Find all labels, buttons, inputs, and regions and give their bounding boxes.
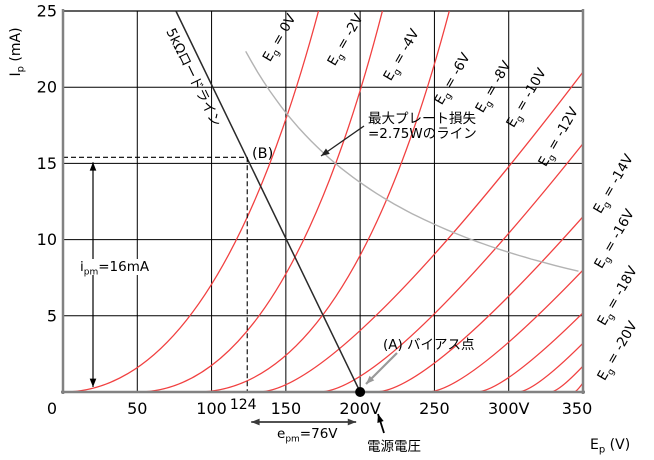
grid-curve-eg--10V	[374, 216, 584, 393]
ipm-arrow-head	[89, 162, 97, 171]
grid-curve-eg--4V	[196, 10, 450, 393]
ipm-arrow-head-start	[89, 378, 97, 387]
x-tick-label-250: 250	[419, 399, 450, 418]
bias-point-arrow-head	[366, 375, 375, 384]
load-line	[175, 10, 361, 393]
x-tick-label-200V: 200V	[339, 399, 381, 418]
grid-curve-eg--2V	[137, 10, 384, 393]
y-axis-title: Ip (mA)	[8, 27, 27, 76]
y-tick-label-25: 25	[37, 2, 57, 21]
x-tick-label-50: 50	[127, 399, 147, 418]
epm-label: epm=76V	[277, 426, 338, 445]
grid-curve-eg--12V	[426, 269, 584, 393]
max-dissipation-label-line1: 最大プレート損失	[368, 111, 476, 127]
y-tick-label-5: 5	[47, 306, 57, 325]
y-tick-label-10: 10	[37, 230, 57, 249]
x-tick-label-300V: 300V	[488, 399, 530, 418]
bias-point-dot	[355, 387, 366, 397]
max-dissipation-arrow-shaft	[320, 125, 365, 157]
grid-curve-eg-0V	[62, 10, 320, 393]
x-axis-title: Ep (V)	[590, 437, 630, 456]
max-dissipation-curve	[245, 50, 579, 272]
y-tick-label-20: 20	[37, 78, 57, 97]
supply-voltage-label: 電源電圧	[367, 439, 421, 455]
epm-arrow-head-start	[251, 418, 260, 426]
max-dissipation-arrow-head	[321, 148, 330, 156]
x-tick-label-150: 150	[271, 399, 302, 418]
epm-arrow-head	[347, 418, 357, 426]
ipm-label: ipm=16mA	[80, 259, 150, 278]
max-dissipation-label-line2: =2.75Wのライン	[368, 126, 477, 142]
supply-voltage-arrow-head	[377, 414, 384, 423]
grid-curve-eg--8V	[318, 143, 584, 393]
y-tick-label-15: 15	[37, 154, 57, 173]
x-tick-label-100: 100	[196, 399, 227, 418]
x-tick-label-special-124: 124	[230, 397, 257, 413]
point-b-label: (B)	[252, 146, 273, 162]
x-tick-label-350: 350	[562, 399, 593, 418]
grid-curve-eg--6V	[257, 71, 584, 393]
x-tick-label-0: 0	[47, 399, 57, 418]
ipm-label-bg	[78, 259, 144, 275]
bias-point-label: (A) バイアス点	[383, 337, 475, 353]
